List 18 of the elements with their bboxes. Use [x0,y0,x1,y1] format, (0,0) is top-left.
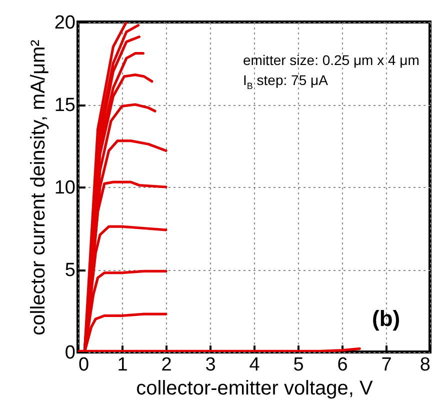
x-tick-label: 8 [420,354,430,376]
x-tick-label: 5 [293,354,304,376]
x-tick-label: 2 [161,354,172,376]
x-tick-label: 0 [78,354,90,376]
y-tick-label: 10 [54,178,76,198]
x-tick-label: 6 [337,354,348,376]
x-tick-label: 1 [117,354,128,376]
annotation: I$_{B}$ step: 75 μA [243,72,328,91]
annotation: (b) [372,306,400,332]
y-tick-label: 15 [54,95,76,116]
x-tick-label: 4 [249,354,260,376]
y-axis-title: collector current deinsity, mA/μm² [27,39,50,336]
x-axis-title: collector-emitter voltage, V [136,378,374,400]
y-tick-label: 20 [54,12,76,34]
annotation: emitter size: 0.25 μm x 4 μm [243,52,420,68]
x-tick-label: 3 [205,354,216,376]
x-tick-label: 7 [381,354,392,376]
y-tick-label: 5 [64,260,76,281]
